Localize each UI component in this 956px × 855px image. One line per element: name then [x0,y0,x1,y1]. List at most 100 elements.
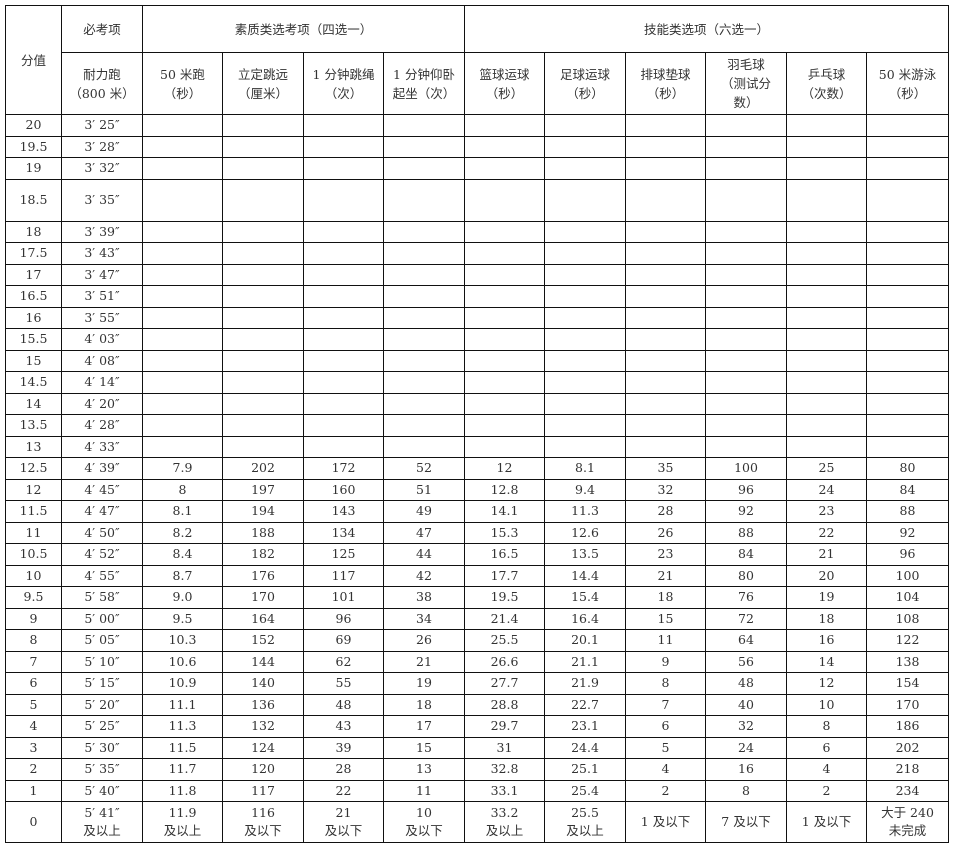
table-cell: 3′ 35″ [61,178,143,222]
table-row: 9.5 5′ 58″ 9.0 170 101 38 19.5 15.4 18 76 19 104 [5,586,949,609]
header-quality-group: 素质类选考项（四选一） [142,5,465,53]
table-cell [222,349,304,372]
table-cell: 124 [222,736,304,759]
table-cell: 3′ 47″ [61,263,143,286]
table-row: 19.5 3′ 28″ [5,135,949,158]
table-cell: 80 [705,564,787,587]
table-cell: 8.4 [142,543,223,566]
table-cell: 186 [866,715,949,738]
table-row: 2 5′ 35″ 11.7 120 28 13 32.8 25.1 4 16 4 218 [5,758,949,781]
table-cell: 44 [383,543,465,566]
table-cell: 164 [222,607,304,630]
table-cell [464,178,545,222]
table-cell: 10 [786,693,867,716]
table-cell [303,349,384,372]
table-cell [303,263,384,286]
table-cell [464,157,545,180]
table-cell: 9.0 [142,586,223,609]
table-row: 14.5 4′ 14″ [5,371,949,394]
table-cell [705,263,787,286]
table-cell [464,135,545,158]
table-cell [544,435,626,458]
score-cell: 13.5 [5,414,62,437]
table-cell [625,135,706,158]
table-cell: 76 [705,586,787,609]
table-cell: 16 [705,758,787,781]
table-cell: 3′ 43″ [61,242,143,265]
table-cell [383,349,465,372]
table-cell [544,114,626,137]
table-cell [142,392,223,415]
column-header: 乒乓球 （次数） [786,52,867,115]
table-cell: 116 及以下 [222,801,304,843]
table-cell: 8 [625,672,706,695]
table-cell: 84 [705,543,787,566]
table-cell: 40 [705,693,787,716]
table-cell [625,328,706,351]
table-cell: 26 [383,629,465,652]
table-cell: 17 [383,715,465,738]
table-cell: 4′ 28″ [61,414,143,437]
table-cell: 194 [222,500,304,523]
table-cell [303,135,384,158]
score-cell: 3 [5,736,62,759]
table-cell: 33.2 及以上 [464,801,545,843]
table-cell: 2 [786,779,867,802]
table-cell: 4′ 20″ [61,392,143,415]
table-cell: 4′ 14″ [61,371,143,394]
table-cell: 4′ 45″ [61,478,143,501]
table-cell [866,220,949,243]
table-cell [464,328,545,351]
table-cell [544,220,626,243]
table-cell [544,349,626,372]
table-cell: 117 [222,779,304,802]
table-cell [705,328,787,351]
table-cell [222,328,304,351]
table-cell [464,435,545,458]
table-cell: 4′ 33″ [61,435,143,458]
table-cell [222,242,304,265]
table-cell [786,242,867,265]
table-cell [625,178,706,222]
table-cell [222,135,304,158]
table-cell [705,371,787,394]
table-cell: 3′ 25″ [61,114,143,137]
table-row: 14 4′ 20″ [5,392,949,415]
table-cell [866,435,949,458]
table-cell: 5′ 00″ [61,607,143,630]
table-cell: 28 [625,500,706,523]
table-cell: 14 [786,650,867,673]
score-cell: 10 [5,564,62,587]
table-cell: 5′ 58″ [61,586,143,609]
score-cell: 18.5 [5,178,62,222]
table-cell: 218 [866,758,949,781]
table-cell [786,392,867,415]
table-cell: 25.5 及以上 [544,801,626,843]
table-cell: 34 [383,607,465,630]
table-cell: 38 [383,586,465,609]
table-row: 8 5′ 05″ 10.3 152 69 26 25.5 20.1 11 64 16 122 [5,629,949,652]
table-cell: 117 [303,564,384,587]
table-cell: 96 [303,607,384,630]
table-row: 16.5 3′ 51″ [5,285,949,308]
table-cell [464,371,545,394]
table-cell: 170 [222,586,304,609]
table-row: 13 4′ 33″ [5,435,949,458]
table-cell: 10.3 [142,629,223,652]
table-cell [866,306,949,329]
table-cell [705,435,787,458]
table-cell: 4′ 55″ [61,564,143,587]
table-cell: 14.1 [464,500,545,523]
table-cell [544,285,626,308]
column-header: 排球垫球 （秒） [625,52,706,115]
table-cell: 48 [705,672,787,695]
table-cell: 234 [866,779,949,802]
table-cell: 101 [303,586,384,609]
table-cell: 3′ 55″ [61,306,143,329]
table-cell [705,392,787,415]
table-cell: 大于 240 未完成 [866,801,949,843]
table-row: 4 5′ 25″ 11.3 132 43 17 29.7 23.1 6 32 8 186 [5,715,949,738]
table-cell: 23.1 [544,715,626,738]
table-cell: 3′ 51″ [61,285,143,308]
table-cell: 23 [786,500,867,523]
